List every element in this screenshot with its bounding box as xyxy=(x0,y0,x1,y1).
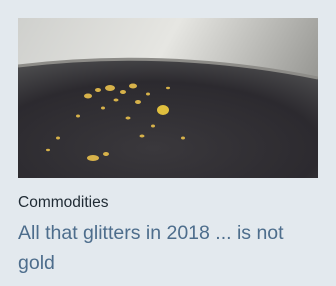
headline[interactable]: All that glitters in 2018 ... is not gol… xyxy=(18,218,324,278)
article-card[interactable]: Commodities All that glitters in 2018 ..… xyxy=(0,0,336,286)
category-label[interactable]: Commodities xyxy=(18,194,108,212)
article-image xyxy=(18,18,318,178)
